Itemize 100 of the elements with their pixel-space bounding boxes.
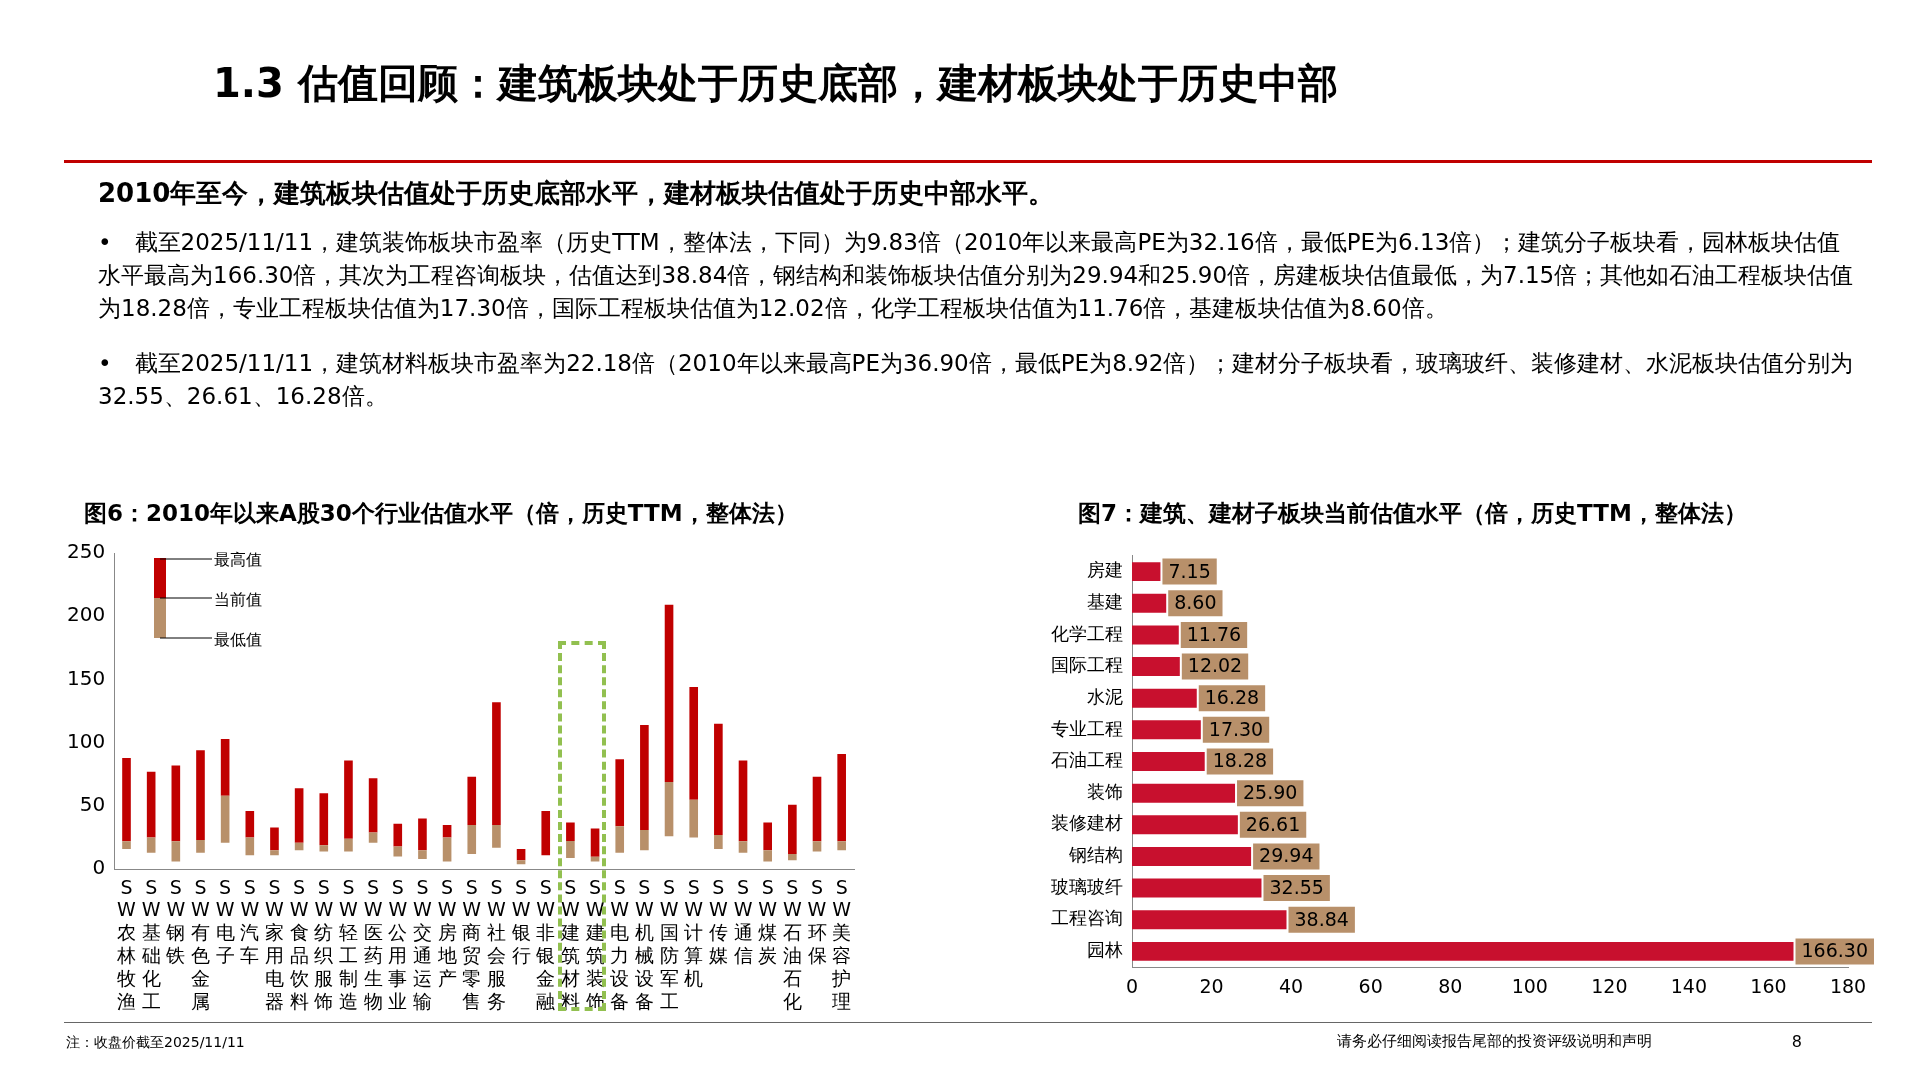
bar [788,804,797,855]
y-tick-label: 水泥 [1087,685,1123,707]
x-tick-label: SW汽车 [240,875,260,966]
x-tick-label: SW有色金属 [190,875,211,1012]
bar [788,854,797,861]
bar [220,795,230,843]
bar [689,687,699,800]
bar [368,832,378,843]
bar [319,793,329,846]
data-label: 26.61 [1245,812,1301,835]
x-tick-label: SW公用事业 [388,875,408,1012]
bar [640,829,649,851]
bar [467,776,477,825]
text: • 截至2025/11/11，建筑装饰板块市盈率（历史TTM，整体法，下同）为9.83倍（2010年以来最高PE为32.16倍，最低PE为6.13倍）；建筑分子板块看，园林板块估值水平最高为166.30倍，其次为工程咨询板块，估值达到38.84倍，钢结构和装饰板块估值分别为29.94和25.90倍，房建板块估值最低，为7.15倍；其他如石油工程板块估值为18.28倍，专业工程板块估值为17.30倍，国际工程板块估值为12.02倍，化学工程板块估值为11.76倍，基建板块估值为8.60倍。 [98,228,1855,323]
bar [418,818,427,851]
x-tick-label: 60 [1358,974,1383,997]
bar [270,850,279,856]
bar [812,776,822,842]
bar [516,848,526,861]
bar [492,702,501,825]
annotation: 最低值 [214,630,262,651]
y-tick-label: 基建 [1087,590,1123,612]
x-tick-label: SW通信 [733,875,753,966]
bar [294,788,304,843]
x-tick-label: SW电子 [215,875,235,966]
bar [590,828,600,857]
y-tick-label: 园林 [1087,939,1123,961]
x-tick-label: SW纺织服饰 [313,875,334,1012]
bar [516,860,526,865]
bar [664,781,674,837]
x-tick-label: SW环保 [807,875,827,966]
x-tick-label: 40 [1279,974,1304,997]
x-tick-label: SW电力设备 [610,875,630,1012]
y-tick-label: 0 [92,855,106,880]
x-tick-label: SW农林牧渔 [116,875,137,1012]
x-tick-label: 100 [1511,974,1548,997]
bar [467,824,477,855]
data-label: 16.28 [1204,686,1260,709]
bar [615,759,625,827]
bar [220,738,230,796]
text: 2010年至今，建筑板块估值处于历史底部水平，建材板块估值处于历史中部水平。 [98,177,1055,210]
x-tick-label: SW机械设备 [634,875,654,1012]
bar [640,725,649,830]
bar [171,841,181,862]
y-tick-label: 玻璃玻纤 [1051,875,1123,897]
y-tick-label: 房建 [1087,559,1123,581]
data-label: 25.90 [1243,781,1298,804]
bar [393,846,403,857]
y-tick-label: 钢结构 [1068,844,1123,866]
bar [541,811,551,856]
bar [122,757,131,842]
x-tick-label: SW家用电器 [264,875,285,1012]
bar [714,723,723,836]
y-tick-label: 100 [66,728,106,753]
bar [763,850,772,862]
data-label: 8.60 [1174,591,1217,614]
x-tick-label: SW轻工制造 [338,875,359,1012]
bar [566,841,575,858]
x-tick-label: SW非银金融 [535,875,556,1012]
text: 8 [1791,1032,1802,1051]
chart-title: 图7：建筑、建材子板块当前估值水平（倍，历史TTM，整体法） [1078,499,1747,528]
y-tick-label: 200 [66,602,106,627]
x-tick-label: SW基础化工 [140,875,161,1012]
x-tick-label: SW商贸零售 [462,875,482,1012]
bar [615,826,625,853]
x-tick-label: 20 [1199,974,1224,997]
x-tick-label: SW钢铁 [165,875,186,966]
y-tick-label: 150 [66,665,106,690]
bar [837,841,846,851]
annotation: 最高值 [214,550,262,571]
bar [146,837,156,853]
x-tick-label: 160 [1750,974,1787,997]
bar [270,827,279,851]
data-label: 166.30 [1801,939,1868,962]
bar [418,850,427,860]
bar [837,754,846,842]
bar [146,771,156,838]
bar [812,841,822,852]
data-label: 18.28 [1212,749,1268,772]
text: 1.3 估值回顾：建筑板块处于历史底部，建材板块处于历史中部 [213,59,1338,108]
y-tick-label: 250 [66,539,106,564]
y-tick-label: 装饰 [1087,780,1123,802]
data-label: 11.76 [1186,622,1242,645]
x-tick-label: SW银行 [510,875,531,966]
y-tick-label: 50 [79,792,106,817]
y-tick-label: 国际工程 [1051,654,1123,676]
x-tick-label: SW食品饮料 [288,875,309,1012]
annotation: 当前值 [214,590,262,611]
bar [245,837,255,856]
y-tick-label: 装修建材 [1051,812,1123,834]
data-label: 12.02 [1187,654,1243,677]
bar [566,822,575,842]
x-tick-label: SW石油石化 [782,875,802,1012]
x-tick-label: SW交通运输 [412,875,433,1012]
bar [738,760,748,842]
bar [738,841,748,853]
data-label: 29.94 [1259,844,1314,867]
x-tick-label: 120 [1591,974,1628,997]
bar [689,799,699,838]
bar [442,837,452,862]
